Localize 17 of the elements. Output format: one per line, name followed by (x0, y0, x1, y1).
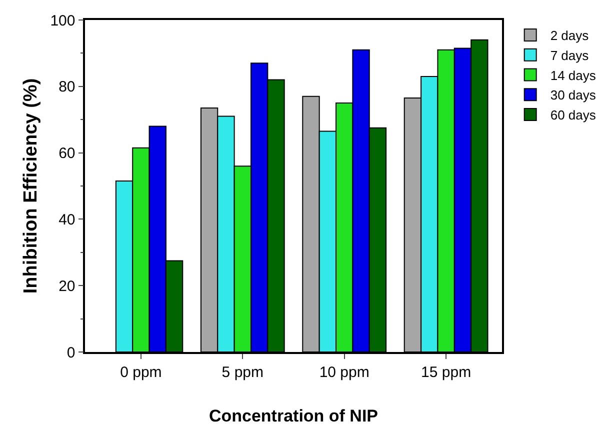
y-tick-label: 0 (66, 344, 76, 362)
y-tick-label: 20 (58, 278, 76, 295)
legend-label: 14 days (550, 68, 596, 83)
y-tick-label: 100 (50, 12, 76, 30)
legend-label: 2 days (550, 28, 590, 44)
x-axis-title: Concentration of NIP (208, 406, 378, 426)
legend-label: 30 days (550, 88, 596, 103)
x-tick-label: 10 ppm (319, 364, 370, 381)
y-tick-label: 40 (58, 211, 76, 228)
legend-label: 60 days (550, 108, 596, 123)
legend-label: 7 days (550, 48, 590, 63)
y-tick-label: 60 (58, 145, 76, 162)
y-tick-label: 80 (58, 78, 76, 96)
x-tick-label: 15 ppm (421, 364, 472, 381)
y-axis-title: Inhibition Efficiency (%) (20, 78, 42, 294)
x-tick-label: 0 ppm (120, 364, 162, 381)
x-tick-label: 5 ppm (222, 364, 264, 381)
